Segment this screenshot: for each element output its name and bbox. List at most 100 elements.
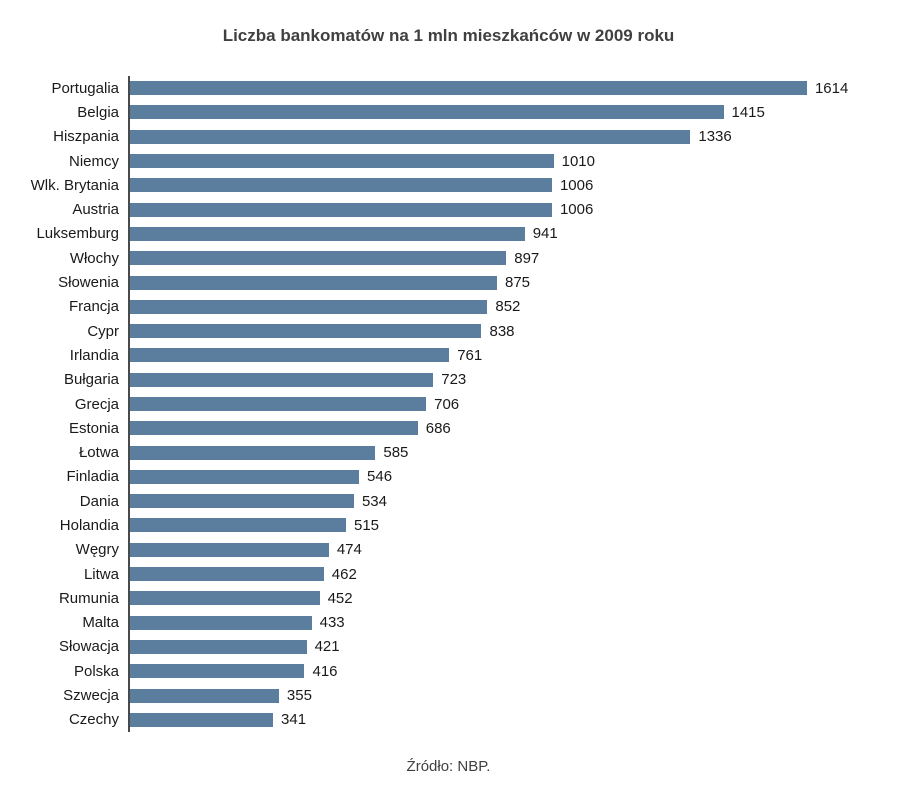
bar-row: Finladia 546 <box>0 464 885 490</box>
bar-track: 421 <box>128 634 885 660</box>
bar-track: 585 <box>128 440 885 465</box>
bar-track: 1010 <box>128 148 885 174</box>
bar-track: 852 <box>128 294 885 319</box>
category-label: Finladia <box>66 468 119 486</box>
category-label: Portugalia <box>51 79 119 97</box>
value-label: 852 <box>495 298 521 316</box>
category-label: Polska <box>73 662 119 680</box>
category-label: Holandia <box>59 516 119 534</box>
bar-track: 534 <box>128 489 885 514</box>
bar-row: Rumunia 452 <box>0 586 885 611</box>
bar-row: Bułgaria 723 <box>0 367 885 392</box>
bar-row: Irlandia 761 <box>0 343 885 368</box>
category-label: Belgia <box>77 103 119 121</box>
bar <box>130 226 525 241</box>
category-label: Wlk. Brytania <box>30 176 119 194</box>
value-label: 1006 <box>559 201 594 219</box>
bar-track: 355 <box>128 683 885 708</box>
bar-row: Szwecja 355 <box>0 683 885 708</box>
bar-track: 941 <box>128 221 885 247</box>
value-label: 1006 <box>559 176 594 194</box>
value-label: 1336 <box>698 128 732 146</box>
bar-track: 515 <box>128 513 885 538</box>
bar-row: Włochy 897 <box>0 246 885 271</box>
bar-track: 474 <box>128 537 885 562</box>
value-label: 433 <box>319 614 345 632</box>
bar <box>130 664 305 679</box>
bar-track: 761 <box>128 343 885 368</box>
value-label: 1010 <box>561 152 595 170</box>
bar-track: 546 <box>128 464 885 490</box>
bar-track: 341 <box>128 707 885 733</box>
category-label: Malta <box>82 614 119 632</box>
bar <box>130 445 376 460</box>
value-label: 875 <box>505 274 531 292</box>
category-label: Grecja <box>74 395 119 413</box>
bar-track: 1006 <box>128 173 885 198</box>
value-label: 941 <box>532 225 558 243</box>
bar-row: Węgry 474 <box>0 537 885 562</box>
value-label: 421 <box>314 638 340 656</box>
bar-row: Cypr 838 <box>0 318 885 344</box>
bar-row: Luksemburg 941 <box>0 221 885 247</box>
bar-track: 897 <box>128 246 885 271</box>
bar-row: Austria 1006 <box>0 197 885 222</box>
category-label: Włochy <box>69 249 119 267</box>
bar-row: Litwa 462 <box>0 561 885 587</box>
bar-row: Czechy 341 <box>0 707 885 733</box>
value-label: 474 <box>336 541 362 559</box>
category-label: Czechy <box>68 711 119 729</box>
bar <box>130 567 324 582</box>
bar-row: Słowenia 875 <box>0 270 885 295</box>
bar-track: 433 <box>128 610 885 635</box>
bar <box>130 154 554 169</box>
value-label: 341 <box>281 711 307 729</box>
bar <box>130 494 354 509</box>
bar-row: Malta 433 <box>0 610 885 635</box>
value-label: 838 <box>489 322 515 340</box>
category-label: Szwecja <box>63 687 119 705</box>
category-label: Hiszpania <box>53 128 119 146</box>
bar <box>130 275 497 290</box>
value-label: 416 <box>312 662 338 680</box>
value-label: 897 <box>514 249 540 267</box>
bar-track: 1614 <box>128 76 885 101</box>
bar <box>130 372 434 387</box>
bar <box>130 324 482 339</box>
bar <box>130 81 807 96</box>
category-label: Rumunia <box>58 589 119 607</box>
bar-row: Łotwa 585 <box>0 440 885 465</box>
category-label: Niemcy <box>68 152 119 170</box>
category-label: Francja <box>68 298 119 316</box>
category-label: Dania <box>79 492 119 510</box>
bar-track: 838 <box>128 318 885 344</box>
bar <box>130 105 724 120</box>
bar-row: Holandia 515 <box>0 513 885 538</box>
category-label: Łotwa <box>78 444 119 462</box>
category-label: Litwa <box>83 565 119 583</box>
value-label: 546 <box>367 468 393 486</box>
bar-track: 723 <box>128 367 885 392</box>
bar-track: 1006 <box>128 197 885 222</box>
bar-row: Hiszpania 1336 <box>0 124 885 149</box>
category-label: Cypr <box>87 322 119 340</box>
value-label: 1415 <box>731 103 765 121</box>
bar-track: 452 <box>128 586 885 611</box>
bar <box>130 712 274 727</box>
value-label: 534 <box>361 492 387 510</box>
bar <box>130 615 312 630</box>
value-label: 462 <box>331 565 357 583</box>
bar-track: 462 <box>128 561 885 587</box>
bar-row: Wlk. Brytania 1006 <box>0 173 885 198</box>
value-label: 761 <box>457 346 483 364</box>
bar <box>130 397 427 411</box>
bar <box>130 421 418 436</box>
value-label: 515 <box>354 516 380 534</box>
value-label: 1614 <box>814 79 849 97</box>
bar-row: Estonia 686 <box>0 416 885 441</box>
plot-area: Portugalia 1614 Belgia 1415 Hiszpania 1336 Nie… <box>0 76 897 733</box>
bar <box>130 348 450 363</box>
bar <box>130 251 507 266</box>
bar-row: Belgia 1415 <box>0 100 885 125</box>
bar-track: 875 <box>128 270 885 295</box>
